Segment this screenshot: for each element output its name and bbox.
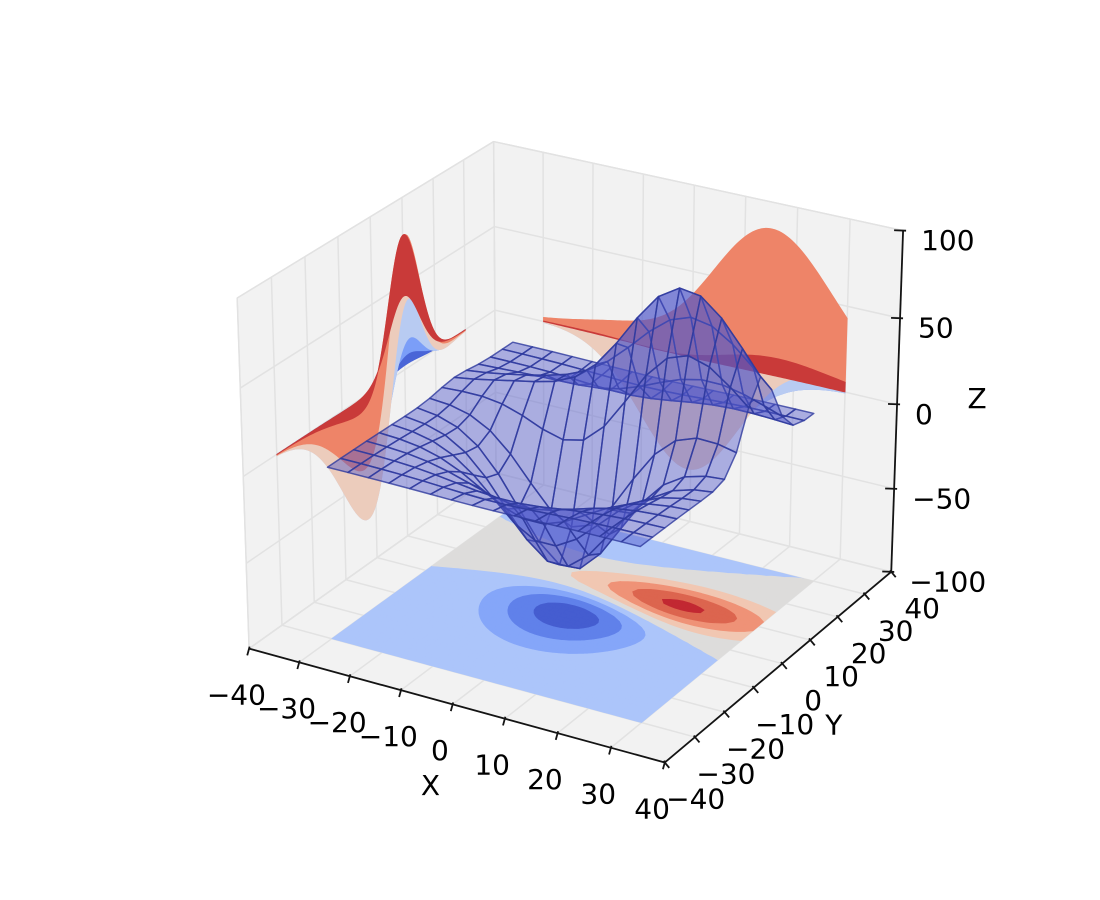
z-axis-tick-label: 0 (915, 398, 933, 431)
surface-face (620, 531, 654, 548)
y-axis-tick-label: 30 (878, 614, 914, 647)
y-axis-tick-label: −20 (726, 732, 785, 765)
z-axis-label: Z (967, 382, 986, 415)
x-axis-tick-label: −40 (207, 678, 266, 711)
y-axis-tick-label: −30 (696, 757, 755, 790)
grid-line (239, 225, 495, 389)
grid-line (493, 140, 904, 232)
grid-line (236, 140, 495, 299)
grid-line (236, 297, 250, 649)
x-axis-tick (296, 660, 301, 670)
y-axis-tick (780, 661, 788, 670)
wall-contour-y (543, 227, 848, 470)
floor-contour-band (632, 589, 738, 624)
x-axis-tick-label: 40 (634, 792, 670, 825)
y-axis-tick-label: 20 (851, 637, 887, 670)
floor-contour-projection (331, 505, 814, 723)
y-axis-tick-label: 0 (804, 684, 822, 717)
y-axis-tick (835, 614, 843, 623)
y-axis-tick-label: −10 (755, 708, 814, 741)
y-axis-label: Y (824, 708, 843, 741)
x-axis-tick (398, 688, 403, 698)
x-axis-tick (554, 730, 560, 741)
x-axis-tick (608, 745, 613, 755)
x-axis-label: X (421, 769, 440, 802)
z-axis-tick-label: 50 (918, 312, 954, 345)
x-axis-tick (449, 702, 455, 712)
x-axis-spine (248, 647, 666, 764)
y-axis-tick (751, 685, 759, 694)
floor-contour-band (570, 570, 776, 642)
z-axis: −100 −50 0 50 100 Z (882, 224, 987, 598)
z-axis-tick-label: 100 (921, 224, 974, 257)
grid-line (337, 236, 347, 580)
grid-line (304, 256, 315, 603)
y-axis-tick (808, 637, 816, 646)
y-axis-tick-label: 10 (823, 660, 859, 693)
grid-line (270, 277, 283, 626)
x-axis-tick (347, 674, 352, 684)
grid-line (462, 159, 468, 494)
y-axis-tick-label: −40 (666, 783, 725, 816)
y-axis-tick (722, 709, 730, 719)
x-axis-tick-label: −10 (359, 720, 418, 753)
x-axis-tick-label: 0 (431, 734, 449, 767)
y-axis-tick (693, 734, 701, 743)
wall-contour-x-band (276, 233, 466, 455)
x-axis-tick-label: −20 (308, 706, 367, 739)
z-axis-spine (890, 230, 904, 572)
x-axis-tick (502, 716, 507, 726)
x-axis-tick (246, 646, 251, 656)
wall-contour-y-band (543, 320, 846, 393)
x-axis-tick-label: −30 (257, 692, 316, 725)
x-axis-tick-label: 30 (580, 778, 616, 811)
grid-line (495, 472, 892, 573)
y-axis-tick (662, 760, 670, 769)
x-axis-tick-label: 20 (527, 763, 563, 796)
x-axis: −40−30−20−10 0 10 20 30 40 X (207, 646, 670, 825)
x-axis-tick-label: 10 (474, 748, 510, 781)
grid-line (248, 472, 497, 650)
z-axis-tick-label: −50 (912, 482, 971, 515)
y-axis-tick (862, 592, 870, 601)
y-axis-spine (664, 571, 892, 764)
surface-wireframe (326, 287, 815, 570)
floor-contour-band (662, 598, 705, 614)
surface-face (708, 317, 744, 389)
y-axis-tick-label: 40 (904, 592, 940, 625)
z-axis-tick-label: −100 (909, 565, 986, 598)
